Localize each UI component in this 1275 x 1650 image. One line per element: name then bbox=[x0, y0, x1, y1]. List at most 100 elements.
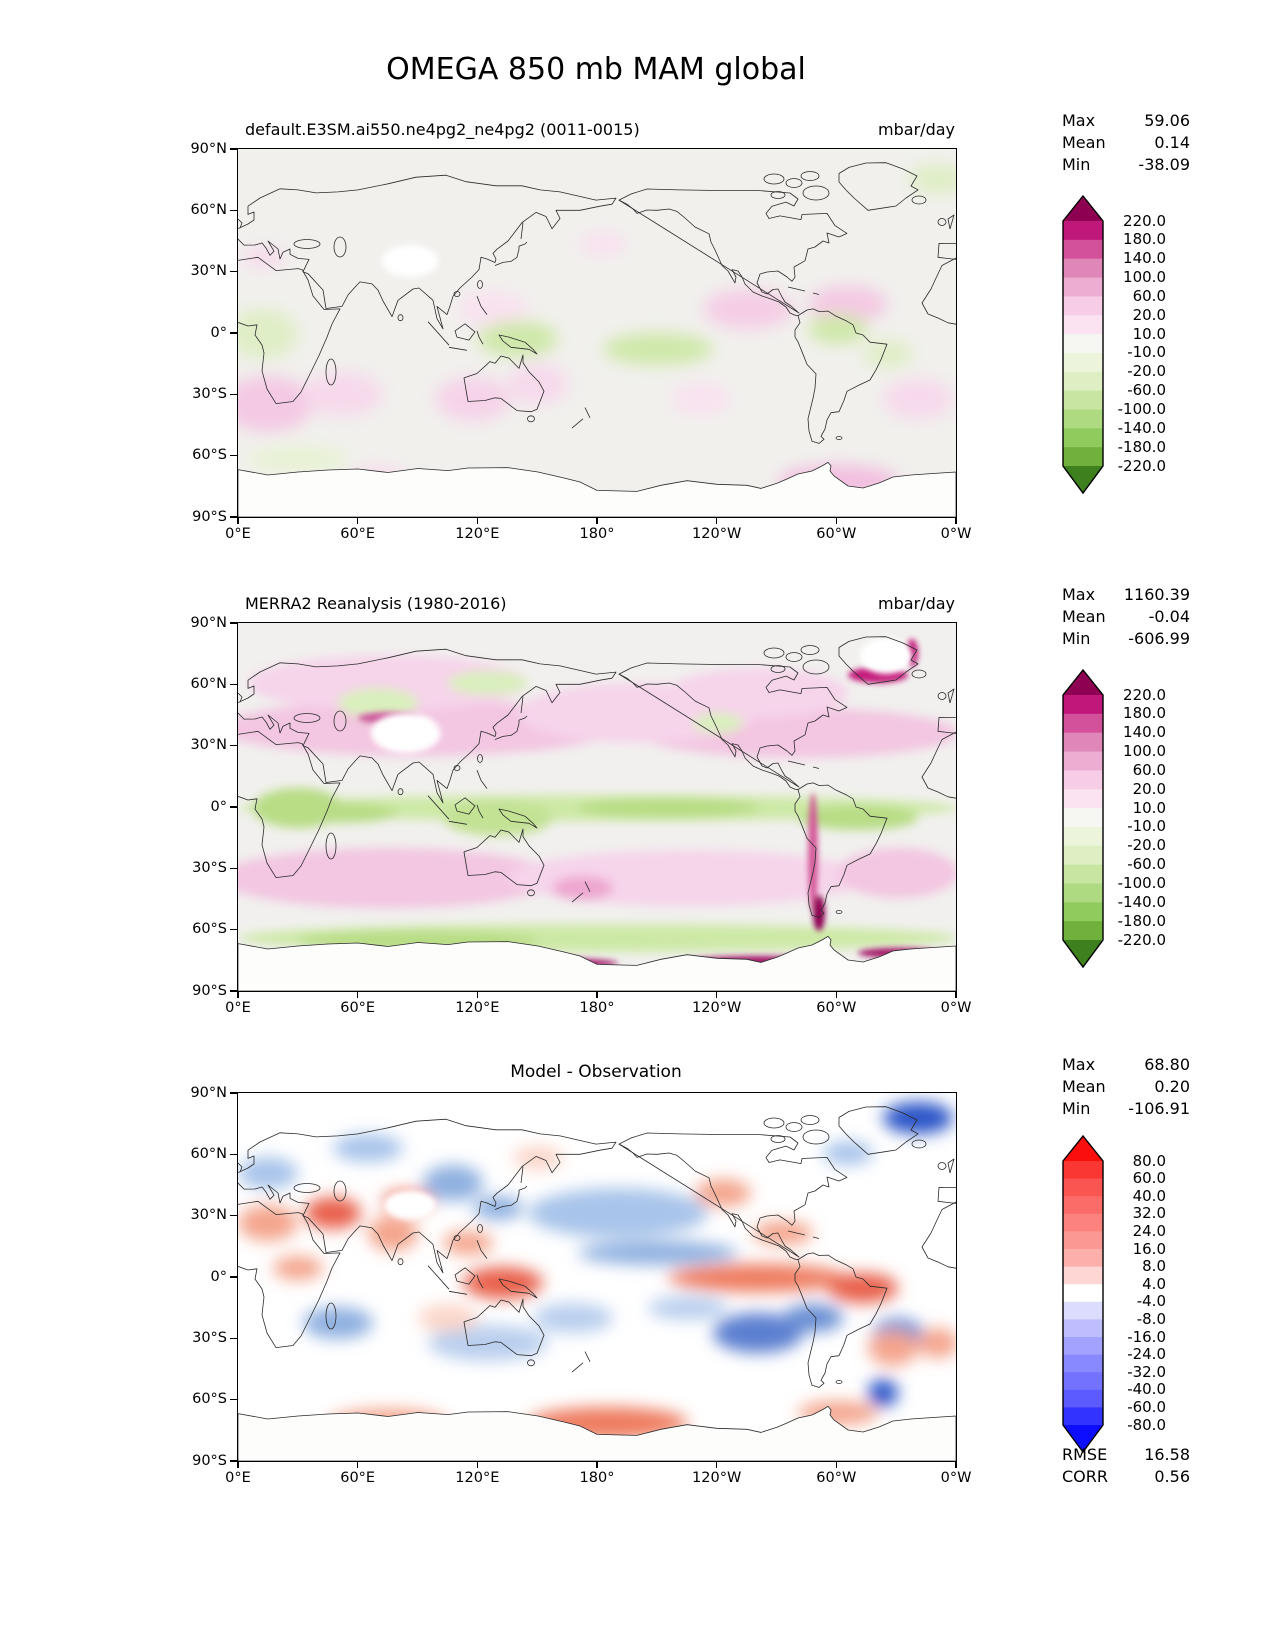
colorbar-tick-label: -60.0 bbox=[1127, 381, 1166, 400]
stat-row: Max 68.80 bbox=[1062, 1055, 1190, 1074]
x-tick-label: 0°W bbox=[940, 1000, 972, 1016]
y-tick-label: 60°N bbox=[190, 1145, 227, 1162]
tick-mark bbox=[835, 991, 838, 998]
tick-mark bbox=[715, 517, 718, 524]
colorbar-tick-label: -80.0 bbox=[1127, 1415, 1166, 1434]
stat-row: Mean 0.20 bbox=[1062, 1077, 1190, 1096]
colorbar-tick-label: -220.0 bbox=[1117, 930, 1166, 949]
contour-blobs bbox=[238, 164, 956, 497]
map-model: 90°N 60°N 30°N 0° 30°S 60°S 90°S 0°E 60°E 120°E 18… bbox=[190, 141, 971, 543]
colorbar-tick-label: 60.0 bbox=[1132, 760, 1166, 779]
stat-row: Mean -0.04 bbox=[1062, 607, 1190, 626]
y-tick-label: 30°N bbox=[190, 263, 227, 280]
x-tick-label: 60°W bbox=[816, 1470, 857, 1486]
colorbar-tick-label: -220.0 bbox=[1117, 456, 1166, 475]
colorbar-canvas bbox=[1062, 1134, 1104, 1454]
colorbar-tick-label: -16.0 bbox=[1127, 1327, 1166, 1346]
x-tick-label: 120°W bbox=[692, 1470, 742, 1486]
colorbar-tick-label: -10.0 bbox=[1127, 817, 1166, 836]
tick-mark bbox=[596, 991, 598, 998]
y-tick-label: 60°S bbox=[192, 1391, 227, 1408]
tick-mark bbox=[356, 1461, 359, 1468]
colorbar-tick-label: 140.0 bbox=[1123, 249, 1166, 268]
tick-mark bbox=[229, 622, 237, 624]
colorbar-tick-label: 4.0 bbox=[1142, 1274, 1166, 1293]
colorbar-tick-label: -100.0 bbox=[1117, 874, 1166, 892]
panel-diff-stats: Max 68.80 Mean 0.20 Min -106.91 bbox=[1062, 1054, 1190, 1120]
tick-mark bbox=[229, 806, 237, 808]
x-tick-label: 180° bbox=[579, 1000, 615, 1016]
tick-mark bbox=[229, 1276, 237, 1278]
colorbar-tick-label: -140.0 bbox=[1117, 892, 1166, 911]
tick-mark bbox=[229, 454, 237, 457]
tick-mark bbox=[835, 517, 838, 524]
missing-data-patch bbox=[384, 1190, 436, 1220]
y-tick-label: 60°N bbox=[190, 201, 227, 218]
panel-diff-metrics: RMSE 16.58 CORR 0.56 bbox=[1062, 1444, 1190, 1488]
x-tick-label: 60°W bbox=[816, 526, 857, 542]
colorbar-tick-label: 180.0 bbox=[1123, 230, 1166, 249]
x-tick-label: 180° bbox=[579, 1470, 615, 1486]
colorbar-canvas bbox=[1062, 194, 1104, 495]
colorbar-tick-label: 220.0 bbox=[1123, 685, 1166, 704]
colorbar-tick-label: -8.0 bbox=[1136, 1309, 1166, 1328]
y-tick-label: 90°N bbox=[190, 1084, 227, 1101]
missing-data-patch bbox=[382, 245, 438, 277]
colorbar-tick-label: 60.0 bbox=[1132, 1169, 1166, 1188]
y-tick-label: 30°N bbox=[190, 737, 227, 754]
x-tick-label: 60°E bbox=[340, 1000, 376, 1016]
y-tick-label: 30°S bbox=[192, 1329, 227, 1346]
colorbar-tick-label: 32.0 bbox=[1132, 1204, 1166, 1223]
y-tick-label: 90°N bbox=[190, 140, 227, 157]
map-obs: 90°N 60°N 30°N 0° 30°S 60°S 90°S 0°E 60°E 120°E 18… bbox=[190, 615, 971, 1017]
stat-row: Mean 0.14 bbox=[1062, 133, 1190, 152]
tick-mark bbox=[229, 332, 237, 334]
tick-mark bbox=[955, 1461, 957, 1468]
colorbar-tick-label: 180.0 bbox=[1123, 704, 1166, 723]
x-tick-label: 120°E bbox=[455, 526, 500, 542]
tick-mark bbox=[229, 393, 237, 396]
x-tick-label: 120°E bbox=[455, 1470, 500, 1486]
panel-obs-stats: Max 1160.39 Mean -0.04 Min -606.99 bbox=[1062, 584, 1190, 650]
stat-row: Max 59.06 bbox=[1062, 111, 1190, 130]
stat-row: Min -606.99 bbox=[1062, 629, 1190, 648]
tick-mark bbox=[237, 1461, 239, 1468]
colorbar-tick-label: 10.0 bbox=[1132, 324, 1166, 343]
tick-mark bbox=[229, 516, 237, 518]
x-tick-label: 120°E bbox=[455, 1000, 500, 1016]
x-tick-label: 0°E bbox=[225, 1000, 251, 1016]
tick-mark bbox=[229, 1214, 237, 1217]
stat-row: Min -106.91 bbox=[1062, 1099, 1190, 1118]
missing-data-patches bbox=[371, 638, 912, 753]
colorbar-tick-label: -140.0 bbox=[1117, 418, 1166, 437]
colorbar-tick-label: -4.0 bbox=[1136, 1292, 1166, 1311]
colorbar-tick-label: 20.0 bbox=[1132, 779, 1166, 798]
map-diff: 90°N 60°N 30°N 0° 30°S 60°S 90°S 0°E 60°E 120°E 18… bbox=[190, 1085, 971, 1487]
tick-mark bbox=[715, 1461, 718, 1468]
metric-row: CORR 0.56 bbox=[1062, 1467, 1190, 1486]
tick-mark bbox=[237, 517, 239, 524]
panel-model-subtitle: default.E3SM.ai550.ne4pg2_ne4pg2 (0011-0… bbox=[245, 120, 640, 139]
tick-mark bbox=[229, 683, 237, 686]
tick-mark bbox=[229, 1092, 237, 1094]
colorbar-tick-label: -20.0 bbox=[1127, 362, 1166, 381]
tick-mark bbox=[596, 1461, 598, 1468]
tick-mark bbox=[229, 270, 237, 273]
colorbar-canvas bbox=[1062, 668, 1104, 969]
panel-obs-subtitle: MERRA2 Reanalysis (1980-2016) bbox=[245, 594, 507, 613]
panel-diff-title: Model - Observation bbox=[510, 1062, 682, 1082]
panel-obs-units: mbar/day bbox=[878, 594, 955, 613]
x-tick-label: 0°W bbox=[940, 526, 972, 542]
colorbar-tick-label: 20.0 bbox=[1132, 305, 1166, 324]
tick-mark bbox=[955, 991, 957, 998]
colorbar-tick-label: -180.0 bbox=[1117, 437, 1166, 456]
colorbar-tick-label: 40.0 bbox=[1132, 1186, 1166, 1205]
y-tick-label: 60°N bbox=[190, 675, 227, 692]
colorbar-tick-label: 10.0 bbox=[1132, 798, 1166, 817]
stat-row: Max 1160.39 bbox=[1062, 585, 1190, 604]
tick-mark bbox=[476, 1461, 479, 1468]
colorbar-tick-label: 140.0 bbox=[1123, 723, 1166, 742]
x-tick-label: 120°W bbox=[692, 526, 742, 542]
map-model-canvas bbox=[238, 149, 956, 517]
